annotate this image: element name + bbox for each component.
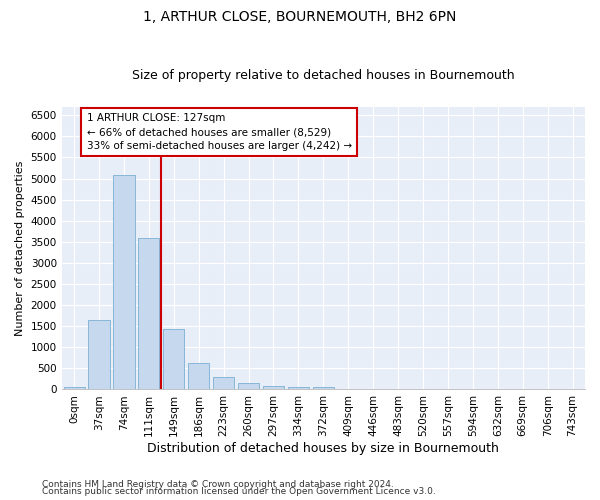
Bar <box>163 329 184 390</box>
Bar <box>313 388 334 390</box>
X-axis label: Distribution of detached houses by size in Bournemouth: Distribution of detached houses by size … <box>148 442 499 455</box>
Bar <box>188 364 209 390</box>
Bar <box>88 320 110 390</box>
Y-axis label: Number of detached properties: Number of detached properties <box>15 160 25 336</box>
Text: Contains HM Land Registry data © Crown copyright and database right 2024.: Contains HM Land Registry data © Crown c… <box>42 480 394 489</box>
Bar <box>288 388 309 390</box>
Bar <box>113 175 134 390</box>
Bar <box>64 386 85 390</box>
Text: 1, ARTHUR CLOSE, BOURNEMOUTH, BH2 6PN: 1, ARTHUR CLOSE, BOURNEMOUTH, BH2 6PN <box>143 10 457 24</box>
Bar <box>263 386 284 390</box>
Bar <box>213 377 234 390</box>
Text: Contains public sector information licensed under the Open Government Licence v3: Contains public sector information licen… <box>42 487 436 496</box>
Bar <box>138 238 160 390</box>
Bar <box>238 383 259 390</box>
Title: Size of property relative to detached houses in Bournemouth: Size of property relative to detached ho… <box>132 69 515 82</box>
Text: 1 ARTHUR CLOSE: 127sqm
← 66% of detached houses are smaller (8,529)
33% of semi-: 1 ARTHUR CLOSE: 127sqm ← 66% of detached… <box>86 113 352 151</box>
